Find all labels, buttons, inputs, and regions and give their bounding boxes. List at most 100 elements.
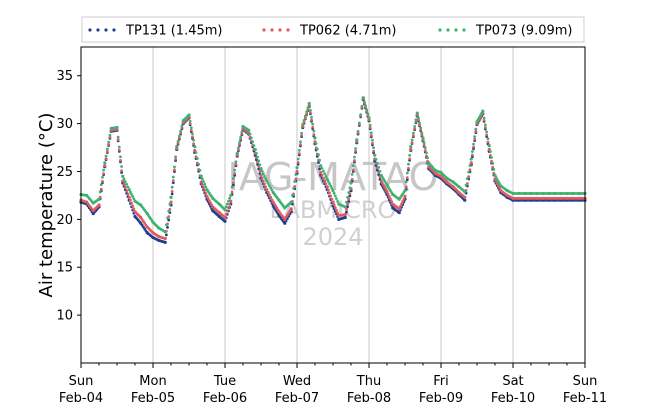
data-point-interp	[231, 183, 235, 187]
x-tick-label-day: Sat	[502, 374, 523, 389]
data-point-interp	[204, 185, 208, 189]
y-tick-label: 30	[56, 117, 73, 132]
data-point-interp	[408, 157, 412, 161]
data-point-interp	[483, 126, 487, 130]
data-point-interp	[326, 188, 330, 192]
data-point-interp	[200, 177, 204, 181]
data-point-interp	[315, 147, 319, 151]
data-point-interp	[166, 226, 169, 229]
data-point-interp	[117, 148, 121, 152]
data-point	[403, 189, 407, 193]
data-point	[343, 215, 347, 220]
data-point-interp	[192, 138, 196, 142]
data-point	[385, 189, 389, 194]
data-point-interp	[117, 145, 121, 149]
data-point	[343, 205, 347, 209]
legend-label-series-2: TP062 (4.71m)	[299, 24, 396, 39]
data-point-interp	[407, 162, 410, 166]
data-point-interp	[474, 130, 478, 133]
data-point-interp	[189, 126, 193, 130]
data-point-interp	[382, 183, 385, 187]
data-point-interp	[371, 141, 374, 145]
data-point-interp	[410, 138, 414, 142]
data-point-interp	[192, 142, 196, 146]
data-point-interp	[305, 110, 309, 114]
legend-marker	[270, 28, 274, 32]
watermark-line2: LABMICRO	[270, 196, 397, 224]
data-point-interp	[372, 149, 376, 153]
data-point-interp	[126, 192, 130, 196]
data-point-interp	[171, 181, 175, 185]
data-point-interp	[230, 190, 234, 194]
data-point-interp	[490, 159, 493, 163]
data-point-interp	[486, 140, 490, 144]
data-point-interp	[405, 178, 409, 182]
legend-box	[81, 16, 585, 43]
data-point-interp	[486, 137, 490, 141]
data-point	[127, 188, 131, 192]
data-point-interp	[233, 168, 237, 172]
data-point-interp	[350, 177, 354, 181]
data-point-interp	[254, 158, 258, 162]
data-point	[163, 240, 167, 244]
data-point-interp	[128, 190, 132, 194]
data-point-interp	[248, 132, 252, 136]
data-point-interp	[491, 162, 495, 165]
data-point-interp	[236, 146, 240, 150]
data-point-interp	[270, 188, 274, 192]
y-tick-label: 35	[56, 69, 73, 84]
data-point-interp	[305, 112, 309, 116]
data-point-interp	[311, 125, 315, 129]
data-point-interp	[102, 168, 106, 172]
data-point-interp	[330, 186, 334, 190]
data-point	[97, 197, 101, 201]
data-point-interp	[386, 192, 390, 196]
data-point	[199, 180, 203, 184]
data-point-interp	[123, 186, 127, 189]
data-point-interp	[350, 172, 354, 176]
data-point-interp	[123, 180, 127, 184]
data-point	[223, 219, 227, 223]
data-point-interp	[351, 168, 355, 172]
data-point-interp	[320, 167, 324, 170]
data-point-interp	[107, 143, 111, 146]
data-point-interp	[105, 150, 109, 153]
x-tick-label-date: Feb-11	[563, 391, 607, 406]
data-point-interp	[263, 182, 266, 186]
data-point-interp	[320, 173, 324, 177]
data-point-interp	[324, 175, 328, 178]
data-point-interp	[104, 154, 108, 158]
data-point-interp	[173, 165, 176, 169]
data-point-interp	[258, 163, 262, 167]
data-point-interp	[411, 131, 415, 135]
y-axis: 10 15 20 25 30 35	[56, 69, 81, 324]
data-point-interp	[354, 147, 358, 150]
data-point-interp	[336, 199, 340, 203]
data-point-interp	[375, 168, 379, 172]
data-point-interp	[293, 180, 297, 183]
data-point-interp	[346, 205, 349, 209]
data-point	[409, 144, 413, 149]
y-tick-label: 20	[56, 213, 73, 228]
data-point-interp	[422, 141, 426, 145]
data-point-interp	[166, 216, 169, 220]
data-point-interp	[191, 132, 194, 136]
data-point-interp	[398, 204, 402, 208]
data-point-interp	[414, 120, 418, 124]
y-tick-label: 10	[56, 309, 73, 324]
data-point	[253, 147, 257, 152]
legend-label-series-1: TP131 (1.45m)	[125, 24, 222, 39]
legend-marker	[104, 28, 108, 32]
data-point-interp	[188, 122, 192, 126]
data-point-interp	[300, 134, 304, 137]
data-point-interp	[351, 164, 355, 168]
data-point-interp	[328, 182, 331, 186]
data-point-interp	[348, 194, 352, 198]
data-point-interp	[485, 133, 489, 137]
data-point-interp	[302, 118, 306, 122]
data-point-interp	[425, 151, 428, 155]
data-point-interp	[234, 160, 238, 164]
data-point-interp	[102, 172, 106, 175]
data-point-interp	[132, 197, 136, 201]
legend-marker	[446, 28, 450, 32]
